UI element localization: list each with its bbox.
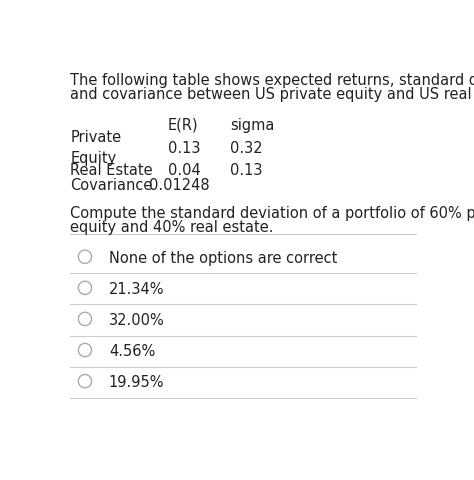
Text: sigma: sigma <box>230 118 274 132</box>
Text: None of the options are correct: None of the options are correct <box>109 251 337 265</box>
Text: 21.34%: 21.34% <box>109 282 164 297</box>
Text: and covariance between US private equity and US real estate.: and covariance between US private equity… <box>70 86 474 101</box>
Text: Private: Private <box>70 130 121 144</box>
Text: 0.13: 0.13 <box>168 141 200 156</box>
Text: Equity: Equity <box>70 151 117 166</box>
Text: 0.32: 0.32 <box>230 141 263 156</box>
Text: 32.00%: 32.00% <box>109 312 164 327</box>
Text: 0.13: 0.13 <box>230 163 263 178</box>
Text: Real Estate: Real Estate <box>70 163 153 178</box>
Text: Covariance: Covariance <box>70 177 153 192</box>
Text: 0.04: 0.04 <box>168 163 201 178</box>
Text: The following table shows expected returns, standard deviations,: The following table shows expected retur… <box>70 72 474 87</box>
Text: 19.95%: 19.95% <box>109 375 164 390</box>
Text: 0.01248: 0.01248 <box>149 177 210 192</box>
Text: 4.56%: 4.56% <box>109 344 155 359</box>
Text: Compute the standard deviation of a portfolio of 60% private: Compute the standard deviation of a port… <box>70 205 474 220</box>
Text: E(R): E(R) <box>168 118 198 132</box>
Text: equity and 40% real estate.: equity and 40% real estate. <box>70 219 274 234</box>
